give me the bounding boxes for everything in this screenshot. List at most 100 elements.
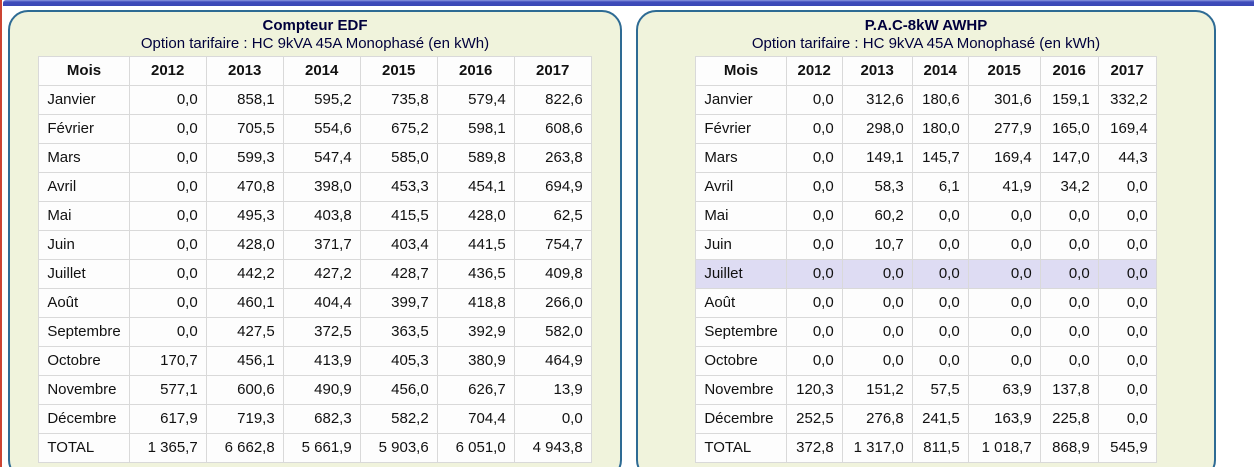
value-cell: 180,6 (911, 85, 969, 115)
month-cell: Juin (695, 230, 787, 260)
value-cell: 277,9 (967, 114, 1041, 144)
table-row[interactable]: Novembre 577,1 600,6 490,9 456,0 626,7 13,9 (38, 375, 592, 405)
month-cell: Mai (38, 201, 130, 231)
panel-subtitle: Option tarifaire : HC 9kVA 45A Monophasé… (751, 35, 1101, 52)
table-row[interactable]: Décembre 252,5 276,8 241,5 163,9 225,8 0,0 (695, 404, 1157, 434)
value-cell: 582,2 (359, 404, 438, 434)
table-row[interactable]: Septembre 0,0 427,5 372,5 363,5 392,9 582,0 (38, 317, 592, 347)
value-cell: 589,8 (436, 143, 515, 173)
value-cell: 600,6 (205, 375, 284, 405)
value-cell: 301,6 (967, 85, 1041, 115)
value-cell: 0,0 (1097, 288, 1157, 318)
table-row[interactable]: Octobre 170,7 456,1 413,9 405,3 380,9 464,9 (38, 346, 592, 376)
month-cell: Novembre (38, 375, 130, 405)
value-cell: 0,0 (841, 259, 913, 289)
table-row[interactable]: Juin 0,0 10,7 0,0 0,0 0,0 0,0 (695, 230, 1157, 260)
value-cell: 456,1 (205, 346, 284, 376)
value-cell: 151,2 (841, 375, 913, 405)
table-row[interactable]: Juillet 0,0 0,0 0,0 0,0 0,0 0,0 (695, 259, 1157, 289)
table-row[interactable]: Février 0,0 705,5 554,6 675,2 598,1 608,6 (38, 114, 592, 144)
value-cell: 694,9 (513, 172, 592, 202)
value-cell: 298,0 (841, 114, 913, 144)
table-row[interactable]: Mai 0,0 60,2 0,0 0,0 0,0 0,0 (695, 201, 1157, 231)
value-cell: 675,2 (359, 114, 438, 144)
value-cell: 599,3 (205, 143, 284, 173)
value-cell: 0,0 (1097, 201, 1157, 231)
value-cell: 415,5 (359, 201, 438, 231)
value-cell: 577,1 (128, 375, 207, 405)
value-cell: 169,4 (1097, 114, 1157, 144)
value-cell: 464,9 (513, 346, 592, 376)
value-cell: 0,0 (911, 317, 969, 347)
value-cell: 0,0 (128, 143, 207, 173)
table-row[interactable]: Décembre 617,9 719,3 682,3 582,2 704,4 0,0 (38, 404, 592, 434)
table-row[interactable]: Septembre 0,0 0,0 0,0 0,0 0,0 0,0 (695, 317, 1157, 347)
value-cell: 0,0 (1097, 172, 1157, 202)
value-cell: 0,0 (785, 85, 843, 115)
value-cell: 754,7 (513, 230, 592, 260)
value-cell: 145,7 (911, 143, 969, 173)
value-cell: 0,0 (1097, 230, 1157, 260)
value-cell: 428,0 (436, 201, 515, 231)
value-cell: 403,8 (282, 201, 361, 231)
value-cell: 5 661,9 (282, 433, 361, 463)
table-row[interactable]: Juillet 0,0 442,2 427,2 428,7 436,5 409,8 (38, 259, 592, 289)
month-cell: Juillet (38, 259, 130, 289)
value-cell: 0,0 (1039, 288, 1099, 318)
table-row[interactable]: Avril 0,0 58,3 6,1 41,9 34,2 0,0 (695, 172, 1157, 202)
value-cell: 547,4 (282, 143, 361, 173)
consumption-table-edf: Mois 2012 2013 2014 2015 2016 2017 Janvier 0,0 8… (38, 56, 592, 463)
month-cell: Février (695, 114, 787, 144)
column-header-year: 2014 (282, 56, 361, 86)
value-cell: 626,7 (436, 375, 515, 405)
value-cell: 413,9 (282, 346, 361, 376)
value-cell: 392,9 (436, 317, 515, 347)
table-row[interactable]: Octobre 0,0 0,0 0,0 0,0 0,0 0,0 (695, 346, 1157, 376)
table-row[interactable]: Août 0,0 0,0 0,0 0,0 0,0 0,0 (695, 288, 1157, 318)
panel-subtitle: Option tarifaire : HC 9kVA 45A Monophasé… (140, 35, 490, 52)
value-cell: 6,1 (911, 172, 969, 202)
table-row[interactable]: Janvier 0,0 858,1 595,2 735,8 579,4 822,6 (38, 85, 592, 115)
month-cell: Mars (38, 143, 130, 173)
value-cell: 704,4 (436, 404, 515, 434)
value-cell: 0,0 (128, 85, 207, 115)
table-row[interactable]: Août 0,0 460,1 404,4 399,7 418,8 266,0 (38, 288, 592, 318)
value-cell: 0,0 (1039, 346, 1099, 376)
value-cell: 0,0 (841, 288, 913, 318)
value-cell: 0,0 (967, 201, 1041, 231)
value-cell: 579,4 (436, 85, 515, 115)
value-cell: 0,0 (513, 404, 592, 434)
month-cell: Novembre (695, 375, 787, 405)
table-row[interactable]: Juin 0,0 428,0 371,7 403,4 441,5 754,7 (38, 230, 592, 260)
value-cell: 436,5 (436, 259, 515, 289)
column-header-year: 2015 (359, 56, 438, 86)
value-cell: 617,9 (128, 404, 207, 434)
month-cell: Août (38, 288, 130, 318)
month-cell: Mai (695, 201, 787, 231)
table-row[interactable]: Mars 0,0 599,3 547,4 585,0 589,8 263,8 (38, 143, 592, 173)
value-cell: 266,0 (513, 288, 592, 318)
value-cell: 0,0 (128, 201, 207, 231)
total-row[interactable]: TOTAL 1 365,7 6 662,8 5 661,9 5 903,6 6 051,0… (38, 433, 592, 463)
month-cell: Avril (695, 172, 787, 202)
value-cell: 276,8 (841, 404, 913, 434)
window-top-bar (3, 0, 1254, 6)
table-row[interactable]: Mars 0,0 149,1 145,7 169,4 147,0 44,3 (695, 143, 1157, 173)
value-cell: 1 018,7 (967, 433, 1041, 463)
table-row[interactable]: Novembre 120,3 151,2 57,5 63,9 137,8 0,0 (695, 375, 1157, 405)
value-cell: 0,0 (967, 259, 1041, 289)
table-row[interactable]: Mai 0,0 495,3 403,8 415,5 428,0 62,5 (38, 201, 592, 231)
total-row[interactable]: TOTAL 372,8 1 317,0 811,5 1 018,7 868,9 545,9 (695, 433, 1157, 463)
column-header-year: 2013 (841, 56, 913, 86)
table-row[interactable]: Janvier 0,0 312,6 180,6 301,6 159,1 332,2 (695, 85, 1157, 115)
column-header-year: 2016 (436, 56, 515, 86)
table-row[interactable]: Février 0,0 298,0 180,0 277,9 165,0 169,4 (695, 114, 1157, 144)
value-cell: 0,0 (785, 230, 843, 260)
month-cell: Juillet (695, 259, 787, 289)
month-cell: Janvier (695, 85, 787, 115)
value-cell: 0,0 (785, 114, 843, 144)
value-cell: 0,0 (1039, 259, 1099, 289)
value-cell: 427,5 (205, 317, 284, 347)
value-cell: 147,0 (1039, 143, 1099, 173)
table-row[interactable]: Avril 0,0 470,8 398,0 453,3 454,1 694,9 (38, 172, 592, 202)
